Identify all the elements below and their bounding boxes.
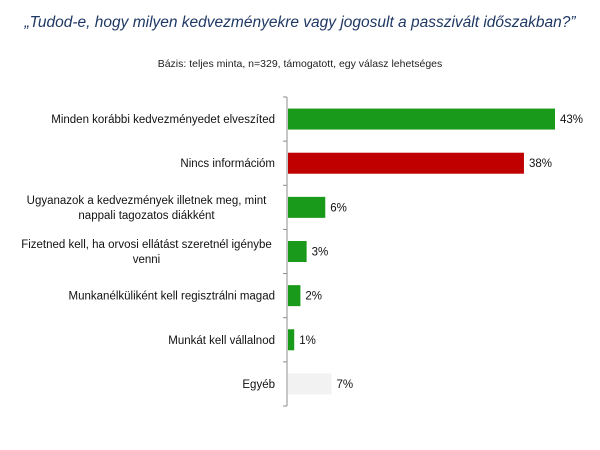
bar [288, 285, 301, 307]
category-label: Nincs információm [180, 158, 275, 170]
bar [288, 373, 332, 395]
bar [288, 152, 524, 174]
category-label: Minden korábbi kedvezményedet elveszíted [51, 114, 275, 126]
category-label: Munkanélküliként kell regisztrálni magad [69, 291, 275, 303]
value-label: 38% [529, 158, 552, 170]
bar [288, 196, 326, 218]
value-label: 1% [299, 335, 316, 347]
value-label: 2% [305, 291, 322, 303]
category-label: Egyéb [242, 379, 275, 391]
category-label: Ugyanazok a kedvezmények illetnek meg, m… [27, 195, 268, 207]
bar [288, 329, 295, 351]
value-label: 43% [560, 114, 583, 126]
chart-title: „Tudod-e, hogy milyen kedvezményekre vag… [24, 14, 576, 31]
category-label: nappali tagozatos diákként [78, 210, 215, 222]
bar [288, 241, 307, 262]
category-label: Munkát kell vállalnod [168, 335, 275, 347]
chart-subtitle: Bázis: teljes minta, n=329, támogatott, … [157, 58, 443, 70]
value-label: 3% [312, 247, 329, 259]
value-label: 7% [336, 379, 353, 391]
category-label: Fizetned kell, ha orvosi ellátást szeret… [21, 239, 272, 251]
category-label: venni [133, 254, 161, 266]
bar [288, 108, 555, 130]
value-label: 6% [330, 202, 347, 214]
